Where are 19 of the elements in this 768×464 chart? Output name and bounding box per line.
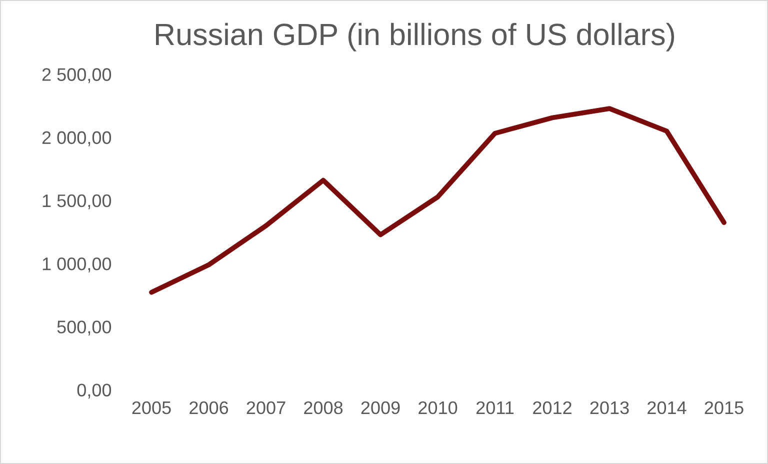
x-tick-label: 2014 xyxy=(648,401,686,414)
y-tick-label: 1 500,00 xyxy=(42,194,112,210)
x-tick-label: 2009 xyxy=(361,401,400,414)
x-tick-label: 2007 xyxy=(246,401,286,414)
line-series xyxy=(149,106,726,295)
x-tick-label: 2006 xyxy=(190,401,228,414)
x-tick-label: 2012 xyxy=(533,401,572,414)
x-tick-label: 2005 xyxy=(132,401,171,414)
y-tick-label: 0,00 xyxy=(77,384,112,399)
x-tick-label: 2010 xyxy=(418,401,458,414)
x-tick-label: 2013 xyxy=(590,401,629,414)
x-tick-label: 2008 xyxy=(304,401,343,414)
x-tick-label: 2015 xyxy=(704,401,744,414)
y-tick-label: 2 500,00 xyxy=(42,68,112,84)
y-tick-label: 2 000,00 xyxy=(42,131,112,146)
x-tick-label: 2011 xyxy=(476,401,514,414)
chart-title: Russian GDP (in billions of US dollars) xyxy=(156,22,674,52)
y-tick-label: 1 000,00 xyxy=(42,257,112,272)
y-tick-label: 500,00 xyxy=(57,320,112,336)
